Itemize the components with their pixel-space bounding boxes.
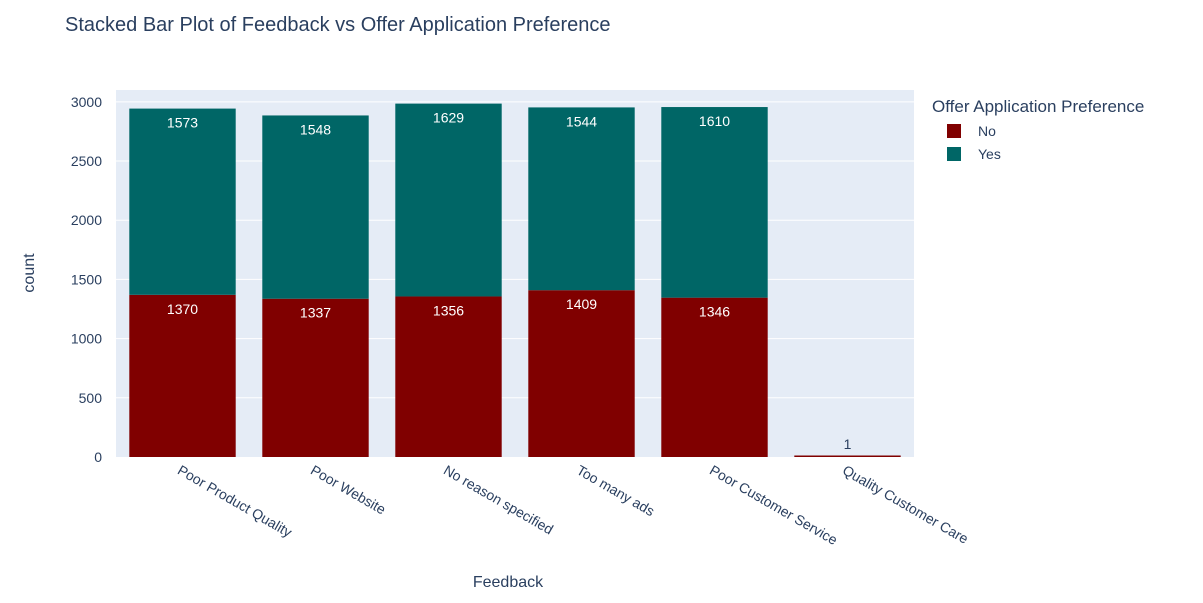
bar-labels: 1370 1337 1356 1409 1346 1 1573 1548 1629 1544 161…: [167, 110, 852, 452]
bar-yes-4: [661, 107, 768, 298]
bar-no-1: [262, 298, 369, 457]
y-tick-label: 3000: [71, 94, 102, 110]
bar-label: 1629: [433, 110, 464, 126]
bar-label: 1370: [167, 301, 198, 317]
bar-yes-3: [528, 107, 635, 291]
bar-label: 1337: [300, 305, 331, 321]
y-tick-label: 1000: [71, 331, 102, 347]
bar-yes-2: [395, 103, 502, 297]
bar-label: 1573: [167, 115, 198, 131]
legend-label: No: [978, 123, 996, 139]
y-tick-label: 0: [94, 449, 102, 465]
x-tick-label: Too many ads: [574, 462, 657, 519]
bar-no-2: [395, 296, 502, 457]
x-tick-label: Poor Customer Service: [707, 462, 841, 548]
bars: [129, 103, 901, 457]
bar-yes-0: [129, 108, 236, 295]
bar-no-0: [129, 294, 236, 457]
y-tick-label: 1500: [71, 271, 102, 287]
x-axis-ticks: Poor Product Quality Poor Website No reaso…: [175, 462, 971, 548]
legend-swatch: [947, 147, 961, 161]
bar-yes-1: [262, 115, 369, 299]
y-axis-title: count: [21, 253, 38, 293]
legend-item-yes[interactable]: Yes: [947, 146, 1001, 162]
gridlines: [116, 101, 914, 399]
legend-items: No Yes: [947, 123, 1001, 162]
legend-title: Offer Application Preference: [932, 97, 1144, 116]
x-tick-label: Poor Product Quality: [175, 462, 295, 540]
bar-no-5: [794, 455, 901, 457]
y-tick-label: 2000: [71, 212, 102, 228]
bar-label: 1548: [300, 121, 331, 137]
bar-no-4: [661, 297, 768, 457]
x-tick-label: Poor Website: [308, 462, 389, 518]
x-tick-label: No reason specified: [441, 462, 556, 538]
chart-title: Stacked Bar Plot of Feedback vs Offer Ap…: [65, 14, 610, 36]
bar-label: 1: [844, 436, 852, 452]
x-tick-label: Quality Customer Care: [840, 462, 971, 547]
y-tick-label: 2500: [71, 153, 102, 169]
x-axis-title: Feedback: [473, 574, 544, 591]
plot-area: [116, 90, 914, 457]
bar-no-3: [528, 290, 635, 457]
bar-label: 1409: [566, 296, 597, 312]
legend-item-no[interactable]: No: [947, 123, 996, 139]
legend: Offer Application Preference No Yes: [932, 97, 1144, 162]
y-axis-ticks: 0 500 1000 1500 2000 2500 3000: [71, 94, 102, 465]
legend-label: Yes: [978, 146, 1001, 162]
bar-label: 1544: [566, 113, 597, 129]
legend-swatch: [947, 124, 961, 138]
bar-label: 1610: [699, 113, 730, 129]
y-tick-label: 500: [79, 390, 103, 406]
bar-label: 1346: [699, 304, 730, 320]
bar-label: 1356: [433, 302, 464, 318]
